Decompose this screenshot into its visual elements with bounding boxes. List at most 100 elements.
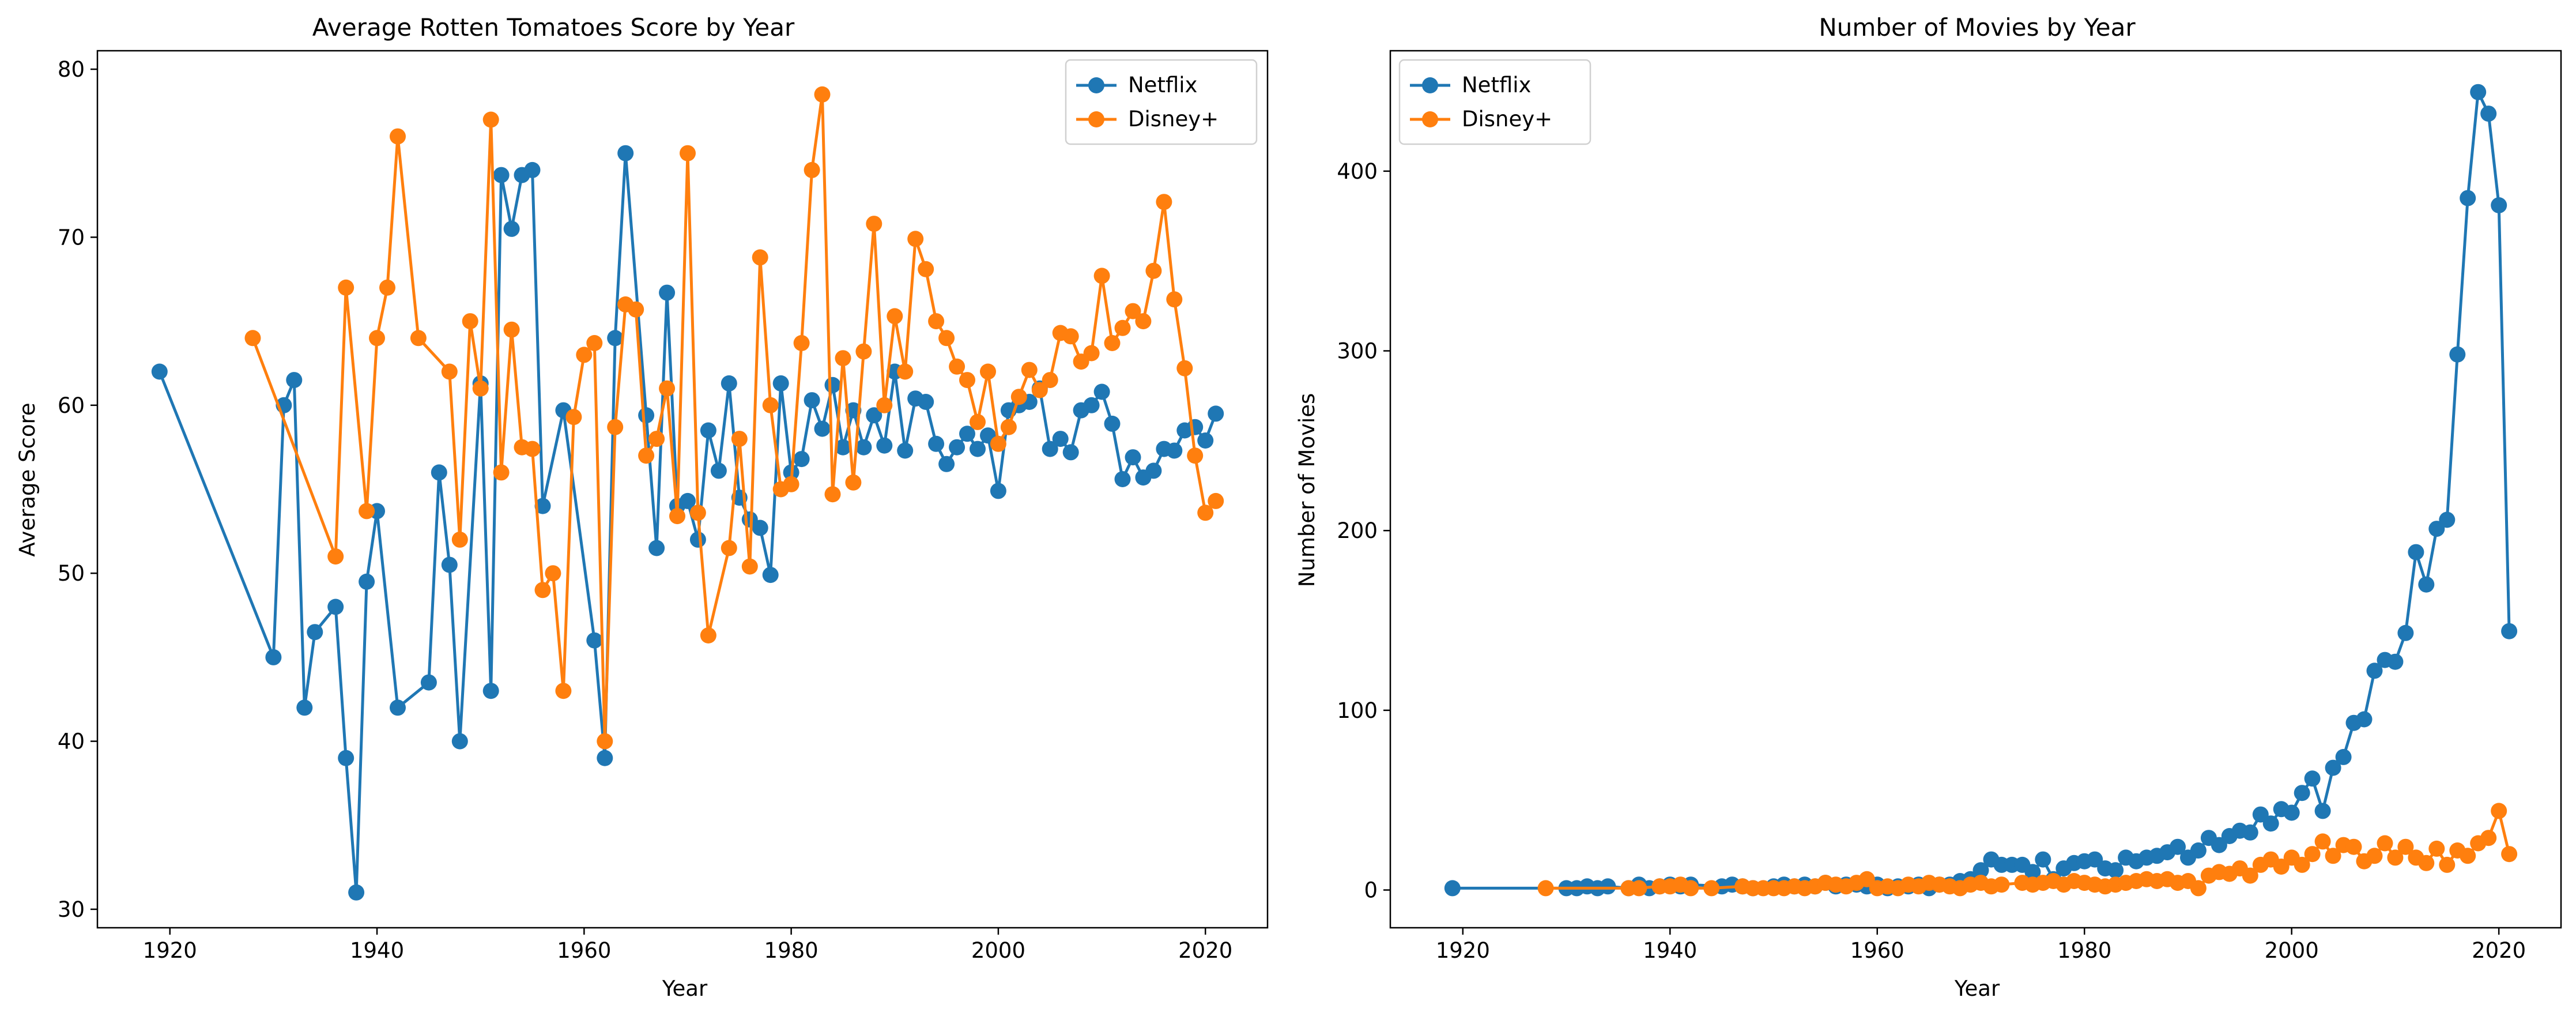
data-point-netflix	[824, 377, 841, 393]
data-point-netflix	[835, 439, 851, 456]
x-tick-label: 1980	[764, 938, 819, 963]
data-point-disney	[1703, 880, 1720, 897]
data-point-netflix	[431, 464, 447, 481]
data-point-netflix	[607, 330, 624, 347]
data-point-netflix	[2035, 851, 2051, 868]
plot-frame	[1389, 50, 2562, 929]
data-point-disney	[990, 435, 1006, 452]
legend-label-disney: Disney+	[1128, 107, 1219, 131]
data-point-netflix	[2325, 759, 2341, 776]
chart-right-xlabel: Year	[1954, 976, 2000, 1001]
data-point-netflix	[949, 439, 965, 456]
data-point-netflix	[1104, 415, 1121, 432]
x-tick-label: 1920	[1436, 938, 1490, 963]
y-tick-label: 400	[1337, 159, 1378, 184]
data-point-netflix	[866, 407, 882, 424]
data-point-netflix	[390, 699, 406, 716]
data-point-disney	[1537, 880, 1554, 897]
y-tick-label: 200	[1337, 518, 1378, 543]
data-point-netflix	[855, 439, 872, 456]
data-point-disney	[2325, 848, 2341, 864]
data-point-disney	[680, 145, 696, 161]
y-tick-label: 60	[58, 393, 85, 418]
data-point-disney	[1114, 319, 1131, 336]
legend-marker-netflix	[1088, 77, 1104, 93]
data-point-disney	[2439, 856, 2456, 873]
data-point-disney	[2304, 846, 2321, 863]
data-point-disney	[1000, 419, 1017, 435]
data-point-disney	[1176, 360, 1193, 377]
data-point-netflix	[617, 145, 634, 161]
data-point-disney	[369, 330, 385, 347]
data-point-netflix	[2294, 785, 2310, 801]
x-tick-label: 1920	[143, 938, 197, 963]
data-point-netflix	[524, 161, 541, 178]
data-point-disney	[390, 128, 406, 145]
data-point-netflix	[2501, 623, 2518, 639]
data-point-netflix	[2480, 106, 2497, 122]
data-point-netflix	[597, 750, 613, 766]
y-tick-label: 300	[1337, 339, 1378, 364]
data-point-disney	[918, 261, 934, 277]
data-point-netflix	[1444, 880, 1461, 897]
data-point-disney	[897, 363, 914, 380]
data-point-disney	[793, 335, 810, 351]
data-point-netflix	[265, 649, 282, 665]
data-point-netflix	[2304, 770, 2321, 787]
chart-right-ylabel: Number of Movies	[1295, 393, 1319, 588]
data-point-disney	[1156, 194, 1172, 210]
data-point-disney	[741, 558, 758, 575]
data-point-disney	[2387, 849, 2404, 866]
data-point-disney	[1208, 492, 1224, 509]
data-point-disney	[980, 363, 996, 380]
series-line-netflix	[1452, 91, 2511, 890]
data-point-netflix	[2190, 842, 2207, 859]
data-point-disney	[1010, 389, 1027, 405]
x-tick-label: 2020	[2472, 938, 2526, 963]
data-point-netflix	[2439, 511, 2456, 528]
data-point-disney	[762, 397, 779, 413]
data-point-netflix	[659, 284, 676, 301]
data-point-netflix	[503, 220, 520, 237]
data-point-netflix	[348, 884, 365, 901]
data-point-netflix	[441, 556, 458, 573]
y-tick-label: 70	[58, 225, 85, 250]
data-point-netflix	[2314, 803, 2331, 819]
data-point-disney	[359, 503, 375, 520]
data-point-disney	[949, 358, 965, 375]
data-point-disney	[2460, 848, 2476, 864]
data-point-disney	[1187, 447, 1204, 464]
data-point-disney	[659, 380, 676, 397]
series-line-netflix	[158, 152, 1217, 894]
data-point-disney	[669, 508, 685, 525]
data-point-netflix	[970, 441, 986, 457]
legend-label-disney: Disney+	[1462, 107, 1552, 131]
x-tick-label: 1960	[557, 938, 611, 963]
data-point-netflix	[710, 462, 727, 479]
data-point-disney	[2501, 846, 2518, 863]
data-point-disney	[907, 231, 924, 247]
data-point-netflix	[814, 420, 831, 437]
data-point-netflix	[700, 422, 716, 439]
x-tick-label: 1960	[1850, 938, 1904, 963]
data-point-netflix	[959, 426, 975, 442]
data-point-disney	[524, 441, 541, 457]
data-point-disney	[731, 431, 748, 447]
data-point-netflix	[918, 394, 934, 410]
legend-marker-netflix	[1422, 77, 1438, 93]
data-point-disney	[887, 308, 903, 325]
data-point-disney	[534, 582, 551, 599]
data-point-netflix	[689, 531, 706, 548]
data-point-disney	[855, 343, 872, 360]
data-point-disney	[379, 279, 395, 296]
data-point-disney	[2242, 867, 2258, 884]
data-point-disney	[970, 413, 986, 430]
data-point-disney	[2294, 856, 2310, 873]
x-tick-label: 1940	[1643, 938, 1697, 963]
data-point-disney	[783, 476, 799, 492]
data-point-netflix	[938, 456, 955, 472]
data-point-netflix	[1187, 419, 1204, 435]
data-point-disney	[607, 419, 624, 435]
chart-left: Average Rotten Tomatoes Score by Year Av…	[15, 13, 1269, 1001]
chart-right: Number of Movies by Year Number of Movie…	[1295, 13, 2562, 1001]
